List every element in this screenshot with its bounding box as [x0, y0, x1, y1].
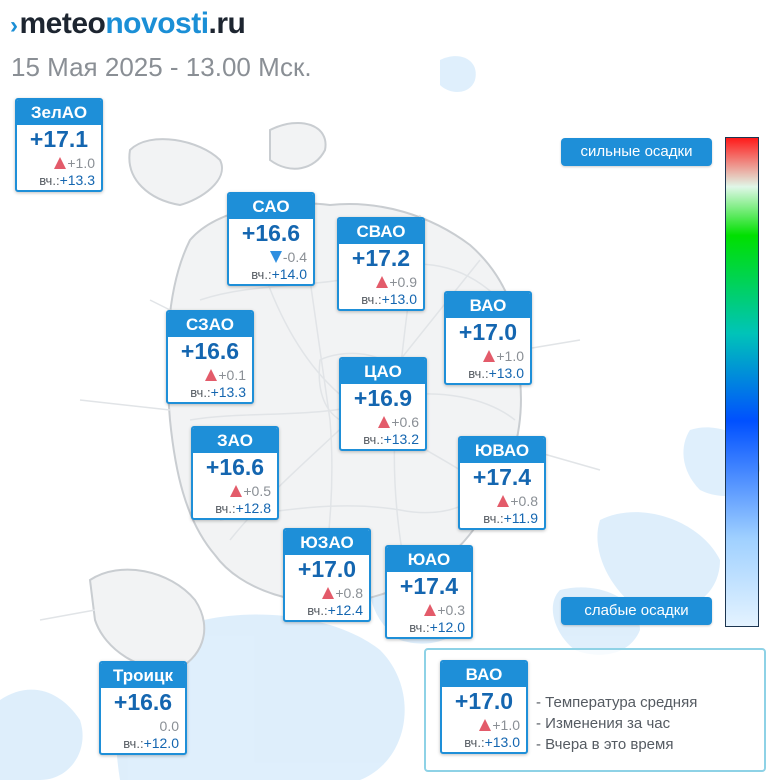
district-change: +0.5: [193, 482, 277, 500]
legend-item-temp: - Температура средняя: [536, 694, 698, 711]
district-card-cao: ЦАО +16.9 +0.6 вч.:+13.2: [339, 357, 427, 451]
district-change: 0.0: [159, 718, 179, 734]
district-temp: +17.0: [454, 688, 514, 714]
trend-up-icon: [322, 587, 335, 599]
district-card-szao: СЗАО +16.6 +0.1 вч.:+13.3: [166, 310, 254, 404]
district-yesterday: вч.:+13.2: [363, 431, 419, 447]
district-name: ЦАО: [341, 359, 425, 384]
district-yesterday: вч.:+11.9: [483, 510, 538, 526]
trend-up-icon: [230, 485, 243, 497]
district-change: -0.4: [229, 248, 313, 266]
trend-up-icon: [54, 157, 67, 169]
district-change: +0.6: [341, 413, 425, 431]
legend-item-yesterday: - Вчера в это время: [536, 736, 674, 753]
district-name: Троицк: [101, 663, 185, 688]
scale-low-label: слабые осадки: [561, 597, 712, 625]
precipitation-scale-bar: [725, 137, 759, 627]
district-yesterday: вч.:+12.0: [409, 619, 465, 635]
district-temp: +16.9: [353, 385, 413, 411]
logo-part-meteo: meteo: [19, 7, 106, 40]
district-change: +0.8: [285, 584, 369, 602]
district-change: +0.3: [387, 601, 471, 619]
district-change: +0.8: [460, 492, 544, 510]
legend-sample-card: ВАО +17.0 +1.0 вч.:+13.0: [440, 660, 528, 754]
trend-up-icon: [483, 350, 496, 362]
district-temp: +16.6: [241, 220, 301, 246]
district-temp: +17.4: [472, 464, 532, 490]
district-yesterday: вч.:+13.3: [39, 172, 95, 188]
datetime-subtitle: 15 Мая 2025 - 13.00 Мск.: [11, 52, 312, 82]
district-temp: +16.6: [180, 338, 240, 364]
district-card-yuzao: ЮЗАО +17.0 +0.8 вч.:+12.4: [283, 528, 371, 622]
logo-part-domain: .ru: [208, 7, 246, 40]
legend-box: ВАО +17.0 +1.0 вч.:+13.0 - Температура с…: [424, 648, 766, 772]
trend-up-icon: [205, 369, 218, 381]
district-card-yuvao: ЮВАО +17.4 +0.8 вч.:+11.9: [458, 436, 546, 530]
trend-up-icon: [378, 416, 391, 428]
district-temp: +16.6: [205, 454, 265, 480]
legend-item-change: - Изменения за час: [536, 715, 671, 732]
district-yesterday: вч.:+13.0: [468, 365, 524, 381]
district-card-zelao: ЗелАО +17.1 +1.0 вч.:+13.3: [15, 98, 103, 192]
district-temp: +17.2: [351, 245, 411, 271]
district-name: ЮАО: [387, 547, 471, 572]
district-name: СВАО: [339, 219, 423, 244]
district-card-yuao: ЮАО +17.4 +0.3 вч.:+12.0: [385, 545, 473, 639]
district-temp: +17.0: [297, 556, 357, 582]
district-name: ВАО: [446, 293, 530, 318]
district-yesterday: вч.:+12.4: [307, 602, 363, 618]
district-yesterday: вч.:+12.8: [215, 500, 271, 516]
district-card-zao: ЗАО +16.6 +0.5 вч.:+12.8: [191, 426, 279, 520]
district-change: +1.0: [17, 154, 101, 172]
trend-up-icon: [497, 495, 510, 507]
trend-up-icon: [424, 604, 437, 616]
district-name: ЗелАО: [17, 100, 101, 125]
district-change: +0.1: [168, 366, 252, 384]
district-change: +1.0: [446, 347, 530, 365]
site-logo[interactable]: ›meteonovosti.ru: [10, 6, 246, 44]
district-name: СЗАО: [168, 312, 252, 337]
district-temp: +17.4: [399, 573, 459, 599]
trend-up-icon: [376, 276, 389, 288]
district-card-vao: ВАО +17.0 +1.0 вч.:+13.0: [444, 291, 532, 385]
logo-part-novosti: novosti: [105, 7, 209, 40]
scale-high-label: сильные осадки: [561, 138, 712, 166]
district-card-sao: САО +16.6 -0.4 вч.:+14.0: [227, 192, 315, 286]
district-name: ВАО: [442, 662, 526, 687]
trend-up-icon: [479, 719, 492, 731]
district-temp: +17.0: [458, 319, 518, 345]
district-yesterday: вч.:+13.0: [464, 734, 520, 750]
district-temp: +17.1: [29, 126, 89, 152]
district-change: +1.0: [442, 716, 526, 734]
district-temp: +16.6: [113, 689, 173, 715]
logo-arrow-icon: ›: [10, 12, 18, 39]
district-name: САО: [229, 194, 313, 219]
district-yesterday: вч.:+13.3: [190, 384, 246, 400]
district-yesterday: вч.:+14.0: [251, 266, 307, 282]
district-name: ЮЗАО: [285, 530, 369, 555]
trend-down-icon: [269, 251, 282, 263]
district-card-svao: СВАО +17.2 +0.9 вч.:+13.0: [337, 217, 425, 311]
district-card-troitsk: Троицк +16.6 0.0 вч.:+12.0: [99, 661, 187, 755]
district-name: ЗАО: [193, 428, 277, 453]
district-change: +0.9: [339, 273, 423, 291]
district-yesterday: вч.:+13.0: [361, 291, 417, 307]
legend-items: - Температура средняя - Изменения за час…: [536, 692, 697, 755]
district-yesterday: вч.:+12.0: [123, 735, 179, 751]
district-name: ЮВАО: [460, 438, 544, 463]
